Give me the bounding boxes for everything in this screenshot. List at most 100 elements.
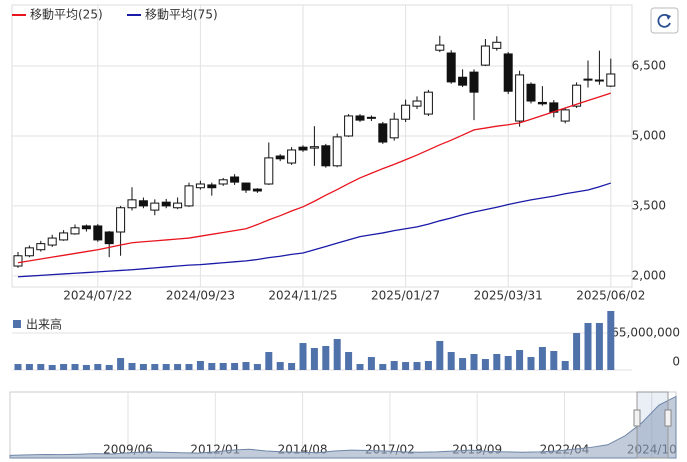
reload-button[interactable]	[650, 7, 679, 34]
price-frame	[11, 4, 633, 288]
candle-body	[195, 183, 205, 189]
candle-body	[59, 232, 69, 241]
candle-body	[515, 74, 525, 122]
volume-bar	[550, 350, 558, 370]
candle-body	[378, 123, 388, 143]
volume-bar	[60, 364, 68, 370]
candle-body	[423, 91, 433, 115]
volume-bar	[14, 364, 22, 370]
candle-body	[332, 136, 342, 167]
volume-bar	[25, 364, 33, 370]
x-tick-label: 2024/09/23	[166, 289, 235, 303]
candle-body	[275, 155, 285, 160]
candle-body	[218, 179, 228, 185]
candle-body	[492, 41, 502, 49]
volume-bar	[174, 364, 182, 370]
legend-swatch	[13, 320, 21, 328]
candle-body	[138, 200, 148, 207]
volume-bar	[310, 347, 318, 370]
volume-bar	[94, 364, 102, 370]
volume-bar	[265, 352, 273, 370]
candle-body	[173, 202, 183, 209]
y-tick-label: 65,000,000	[611, 326, 680, 340]
volume-bar	[402, 362, 410, 370]
candle-body	[24, 247, 34, 257]
volume-bar	[493, 354, 501, 370]
volume-bar	[322, 345, 330, 370]
volume-bar	[242, 362, 250, 370]
volume-bar	[196, 361, 204, 370]
candle-body	[537, 101, 547, 105]
candle-body	[560, 109, 570, 122]
candle-body	[264, 157, 274, 185]
volume-bar	[276, 362, 284, 370]
candle-body	[401, 104, 411, 120]
volume-bar	[413, 362, 421, 370]
volume-bar	[231, 363, 239, 370]
candle-body	[116, 207, 126, 233]
volume-bar	[470, 354, 478, 370]
x-tick-label: 2025/01/27	[371, 289, 440, 303]
x-tick-label: 2024/11/25	[268, 289, 337, 303]
navigator-handle[interactable]	[664, 409, 672, 427]
reload-arrow[interactable]	[666, 14, 671, 20]
volume-bar	[117, 358, 125, 370]
volume-bar	[299, 343, 307, 370]
candle-body	[93, 225, 103, 241]
candle-body	[70, 227, 80, 235]
candle-body	[355, 115, 365, 121]
volume-bar	[379, 364, 387, 370]
candle-body	[184, 185, 194, 207]
volume-bar	[333, 338, 341, 370]
reload-icon[interactable]	[657, 13, 671, 28]
candle-body	[81, 225, 91, 230]
candle-body	[161, 201, 171, 207]
volume-bar	[561, 361, 569, 370]
candle-body	[241, 182, 251, 191]
volume-bar	[595, 322, 603, 370]
legend-label: 移動平均(25)	[30, 8, 103, 22]
candle-body	[36, 243, 46, 251]
volume-bar	[288, 363, 296, 370]
y-tick-label: 5,000	[632, 128, 666, 142]
candle-body	[583, 78, 593, 81]
volume-bar	[447, 352, 455, 370]
candle-body	[503, 53, 513, 92]
volume-bar	[584, 322, 592, 370]
volume-bar	[390, 361, 398, 370]
candle-body	[287, 149, 297, 164]
volume-bar	[345, 352, 353, 370]
candle-body	[606, 73, 616, 87]
volume-bar	[607, 310, 615, 370]
volume-bar	[71, 364, 79, 370]
volume-bar	[185, 364, 193, 370]
navigator-area	[9, 395, 677, 459]
volume-bar	[516, 350, 524, 370]
moving-average-line	[17, 182, 612, 278]
candle-body	[366, 116, 376, 119]
candle-body	[344, 115, 354, 137]
volume-bar	[219, 363, 227, 370]
volume-bar	[436, 340, 444, 370]
candle-body	[435, 44, 445, 51]
y-tick-label: 3,500	[632, 198, 666, 212]
candle-body	[480, 45, 490, 66]
candle-body	[252, 188, 262, 192]
candle-body	[446, 52, 456, 83]
volume-bar	[538, 347, 546, 370]
candle-body	[309, 146, 319, 149]
navigator-handle[interactable]	[633, 409, 641, 427]
candle-body	[458, 76, 468, 86]
candle-body	[104, 231, 114, 245]
volume-bar	[356, 364, 364, 370]
y-tick-label: 0	[672, 355, 680, 369]
volume-bar	[424, 361, 432, 370]
volume-bar	[367, 357, 375, 370]
reload-box[interactable]	[650, 7, 679, 34]
volume-bar	[504, 356, 512, 370]
candle-body	[47, 237, 57, 246]
volume-bar	[151, 364, 159, 370]
volume-bar	[208, 363, 216, 370]
